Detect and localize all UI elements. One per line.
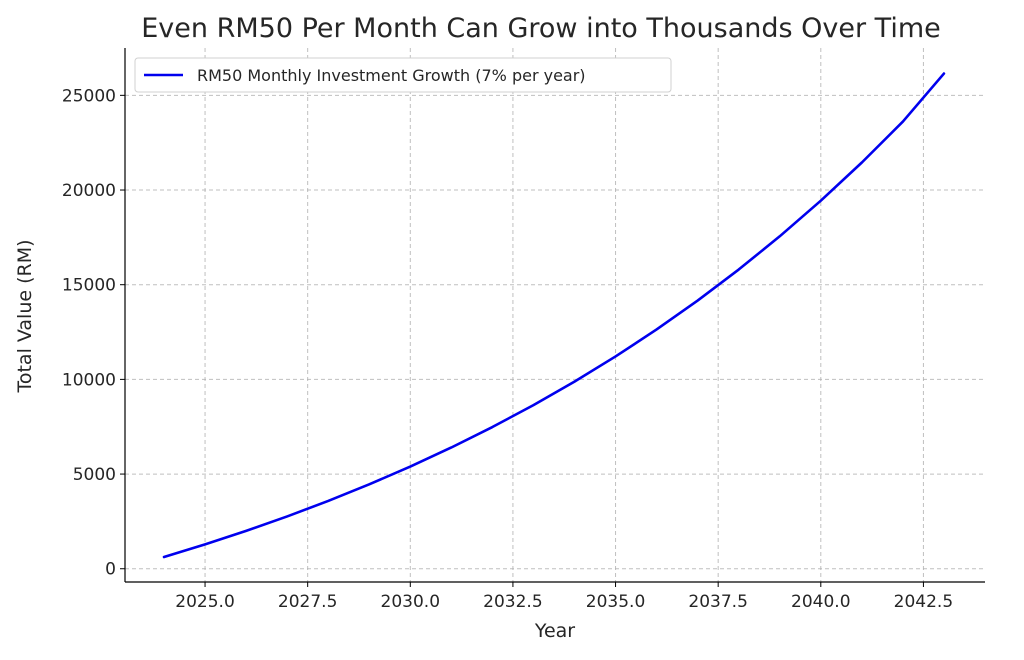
x-axis-label: Year (534, 620, 575, 642)
x-tick-label: 2035.0 (586, 592, 645, 612)
x-tick-label: 2042.5 (894, 592, 953, 612)
x-tick-label: 2030.0 (381, 592, 440, 612)
x-tick-label: 2027.5 (278, 592, 337, 612)
chart-title: Even RM50 Per Month Can Grow into Thousa… (141, 13, 941, 44)
y-tick-label: 5000 (73, 465, 116, 485)
grid (125, 48, 985, 582)
series-layer (162, 72, 946, 559)
legend: RM50 Monthly Investment Growth (7% per y… (134, 57, 672, 93)
axes (124, 48, 985, 583)
y-tick-label: 20000 (62, 181, 116, 201)
x-tick-label: 2025.0 (175, 592, 234, 612)
x-tick-label: 2040.0 (791, 592, 850, 612)
x-tick-label: 2032.5 (483, 592, 542, 612)
legend-frame (134, 57, 672, 93)
y-axis-label: Total Value (RM) (14, 239, 36, 393)
y-tick-label: 25000 (62, 86, 116, 106)
y-tick-label: 15000 (62, 276, 116, 296)
y-tick-label: 10000 (62, 370, 116, 390)
y-tick-label: 0 (105, 560, 116, 580)
x-tick-label: 2037.5 (688, 592, 747, 612)
ticks: 2025.0 2027.5 2030.0 2032.5 2035.0 2037.5 2040… (62, 86, 953, 612)
series-line-rm50-growth (162, 72, 946, 559)
legend-label: RM50 Monthly Investment Growth (7% per y… (197, 66, 586, 85)
